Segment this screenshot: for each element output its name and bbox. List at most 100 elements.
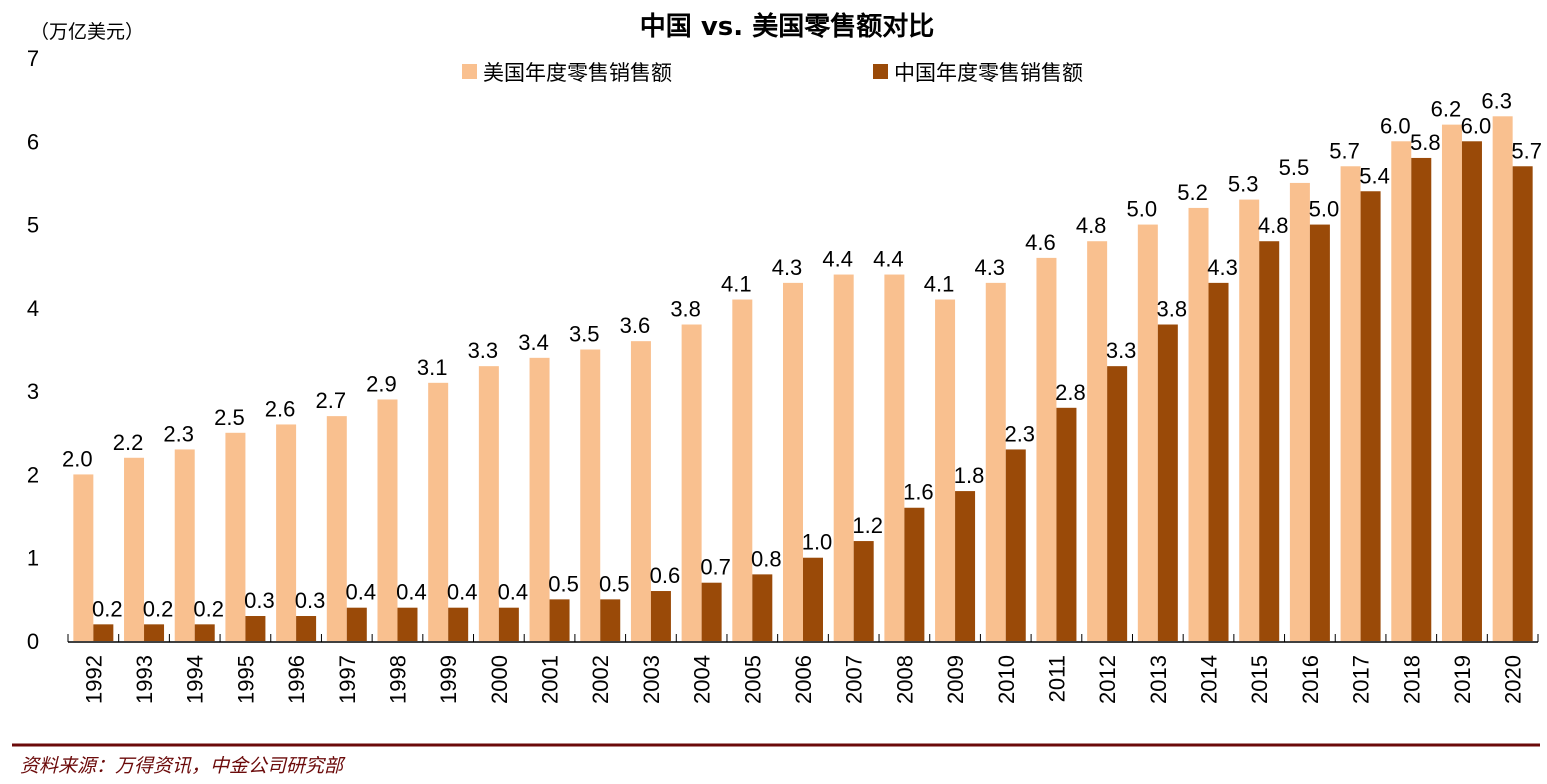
data-label-us: 6.2 [1431, 97, 1462, 122]
x-tick-label: 2009 [943, 655, 968, 704]
data-label-china: 5.0 [1309, 197, 1340, 222]
y-tick-label: 1 [27, 546, 39, 571]
data-label-china: 4.3 [1207, 255, 1238, 280]
x-tick-label: 2004 [690, 655, 715, 704]
x-tick-label: 1999 [436, 655, 461, 704]
data-label-us: 5.5 [1279, 155, 1310, 180]
bar-china [600, 599, 621, 641]
x-tick-label: 2018 [1399, 655, 1424, 704]
x-tick-label: 2007 [842, 655, 867, 704]
bar-us [1188, 207, 1209, 641]
bar-us [174, 449, 195, 641]
data-label-us: 2.3 [163, 421, 194, 446]
x-tick-label: 1993 [132, 655, 157, 704]
chart-title: 中国 vs. 美国零售额对比 [640, 11, 934, 42]
bar-china [803, 557, 823, 641]
bar-china [296, 616, 317, 641]
data-label-us: 4.4 [822, 247, 853, 272]
bar-china [1309, 224, 1330, 642]
bar-china [955, 491, 976, 641]
x-tick-label: 2008 [892, 655, 917, 704]
bar-us [1391, 141, 1412, 642]
data-label-us: 3.3 [468, 338, 499, 363]
bar-us [1441, 124, 1462, 642]
bar-china [1107, 366, 1128, 641]
bar-china [1259, 241, 1280, 641]
x-tick-label: 1998 [385, 655, 410, 704]
data-label-us: 4.4 [873, 247, 904, 272]
data-label-china: 0.2 [193, 596, 224, 621]
legend: 美国年度零售销售额 中国年度零售销售额 [462, 61, 1083, 85]
bar-china [853, 541, 874, 641]
bar-china [1512, 166, 1533, 641]
x-tick-label: 1995 [233, 655, 258, 704]
data-label-china: 0.2 [92, 596, 123, 621]
data-label-us: 3.4 [518, 330, 549, 355]
data-labels: 2.0 0.2 2.2 0.2 2.3 0.2 2.5 0.3 2.6 0.3 2.7 0.4 2.9 0… [62, 88, 1542, 621]
x-tick-label: 1996 [284, 655, 309, 704]
bar-us [326, 416, 347, 641]
x-tick-label: 2003 [639, 655, 664, 704]
y-tick-label: 4 [27, 296, 39, 321]
data-label-china: 0.4 [447, 580, 478, 605]
y-tick-label: 2 [27, 462, 39, 487]
bar-china [650, 591, 671, 641]
bar-us [225, 432, 246, 641]
bar-us [73, 474, 94, 641]
data-label-china: 0.7 [700, 555, 731, 580]
data-label-china: 1.8 [954, 463, 985, 488]
bar-china [194, 624, 215, 641]
bar-china [1411, 157, 1432, 641]
legend-label-us: 美国年度零售销售额 [483, 61, 672, 85]
data-label-us: 4.8 [1076, 213, 1107, 238]
data-label-china: 0.6 [650, 563, 681, 588]
data-label-us: 2.5 [214, 405, 245, 430]
bar-china [346, 607, 367, 641]
bar-china [397, 607, 418, 641]
bar-china [1461, 141, 1482, 642]
bar-us [681, 324, 702, 641]
source-note: 资料来源：万得资讯，中金公司研究部 [20, 755, 346, 777]
y-axis-unit-label: （万亿美元） [30, 21, 144, 43]
bar-china [1208, 282, 1229, 641]
bar-us [428, 382, 449, 641]
data-label-us: 4.6 [1025, 230, 1056, 255]
bar-us [732, 299, 753, 641]
x-tick-label: 2014 [1197, 655, 1222, 704]
bar-china [701, 582, 722, 641]
data-label-china: 0.5 [548, 571, 579, 596]
bar-us [529, 357, 550, 641]
data-label-china: 0.3 [244, 588, 275, 613]
bar-us [833, 274, 854, 641]
data-label-us: 2.2 [113, 430, 144, 455]
data-label-china: 2.3 [1004, 421, 1035, 446]
bar-us [478, 366, 499, 641]
data-label-china: 1.6 [903, 480, 934, 505]
data-label-us: 2.6 [265, 396, 296, 421]
x-tick-label: 2005 [740, 655, 765, 704]
bar-china [448, 607, 469, 641]
data-label-china: 1.0 [802, 530, 833, 555]
data-label-us: 4.3 [772, 255, 803, 280]
x-tick-label: 2000 [487, 655, 512, 704]
bar-us [884, 274, 905, 641]
data-label-us: 3.5 [569, 322, 600, 347]
x-tick-label: 2002 [588, 655, 613, 704]
data-label-us: 6.3 [1481, 88, 1512, 113]
bar-china [498, 607, 519, 641]
data-label-china: 3.3 [1106, 338, 1137, 363]
data-label-us: 5.0 [1127, 197, 1158, 222]
bar-china [752, 574, 773, 641]
x-tick-label: 1992 [81, 655, 106, 704]
data-label-china: 0.4 [498, 580, 529, 605]
bar-us [124, 457, 145, 641]
x-tick-label: 2019 [1450, 655, 1475, 704]
y-tick-label: 5 [27, 213, 39, 238]
bar-us [935, 299, 956, 641]
data-label-china: 0.3 [295, 588, 326, 613]
data-label-us: 3.1 [417, 355, 448, 380]
bar-us [783, 282, 803, 641]
data-label-china: 0.8 [751, 546, 782, 571]
bar-china [1005, 449, 1026, 641]
legend-swatch-us [462, 64, 477, 79]
